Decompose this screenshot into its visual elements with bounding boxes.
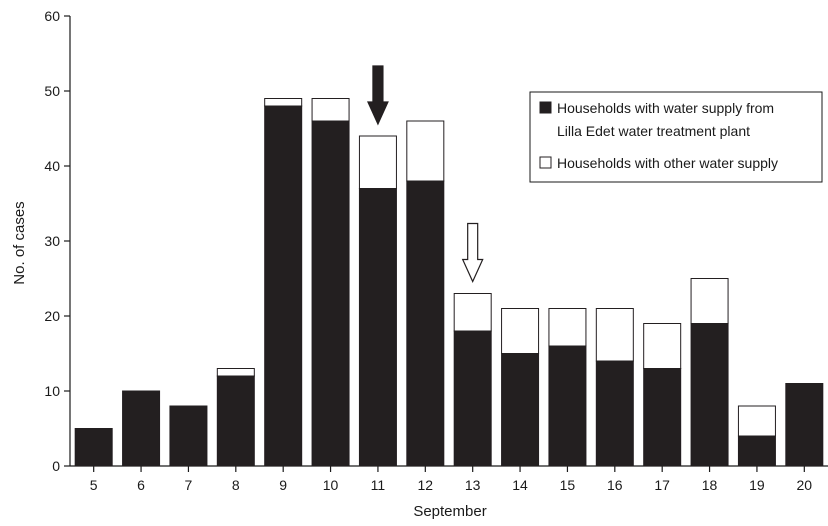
bar-other-supply: [501, 308, 540, 354]
x-tick-label: 18: [702, 477, 718, 493]
y-tick-label: 30: [44, 233, 60, 249]
bar-lilla-edet: [690, 323, 729, 467]
annotations: [367, 65, 484, 283]
bars: [74, 98, 824, 467]
bar-lilla-edet: [643, 368, 682, 467]
y-tick-label: 40: [44, 158, 60, 174]
bar-lilla-edet: [548, 345, 587, 467]
filled-arrow-icon: [367, 65, 389, 126]
x-tick-label: 13: [465, 477, 481, 493]
bar-other-supply: [216, 368, 255, 377]
legend-box: [529, 91, 823, 183]
x-tick-label: 10: [323, 477, 339, 493]
x-tick-label: 15: [560, 477, 576, 493]
bar-lilla-edet: [595, 360, 634, 467]
legend-label-lilla-edet-line1: Households with water supply from: [557, 100, 774, 116]
bar-lilla-edet: [406, 180, 445, 467]
bar-lilla-edet: [358, 188, 397, 467]
y-tick-label: 20: [44, 308, 60, 324]
bar-other-supply: [595, 308, 634, 362]
bar-lilla-edet: [216, 375, 255, 467]
bar-other-supply: [264, 98, 303, 107]
bar-lilla-edet: [122, 390, 161, 467]
x-tick-label: 6: [137, 477, 145, 493]
legend: Households with water supply from Lilla …: [529, 91, 823, 183]
x-axis-label: September: [413, 503, 486, 520]
y-tick-label: 50: [44, 83, 60, 99]
bar-lilla-edet: [169, 405, 208, 467]
bar-lilla-edet: [501, 353, 540, 467]
x-tick-label: 16: [607, 477, 623, 493]
bar-other-supply: [548, 308, 587, 347]
x-tick-label: 12: [418, 477, 434, 493]
x-tick-label: 17: [654, 477, 670, 493]
bar-other-supply: [311, 98, 350, 122]
legend-label-other: Households with other water supply: [557, 155, 778, 171]
bar-lilla-edet: [311, 120, 350, 467]
y-axis-label: No. of cases: [11, 201, 28, 284]
y-tick-label: 10: [44, 383, 60, 399]
bar-lilla-edet: [453, 330, 492, 467]
legend-swatch-other: [539, 156, 552, 169]
x-tick-label: 19: [749, 477, 765, 493]
bar-lilla-edet: [737, 435, 776, 467]
bar-other-supply: [643, 323, 682, 369]
bar-other-supply: [690, 278, 729, 324]
x-tick-label: 14: [512, 477, 528, 493]
x-tick-label: 20: [797, 477, 813, 493]
x-tick-label: 9: [279, 477, 287, 493]
x-tick-label: 5: [90, 477, 98, 493]
y-tick-label: 60: [44, 8, 60, 24]
x-tick-label: 8: [232, 477, 240, 493]
bar-other-supply: [453, 293, 492, 332]
bar-lilla-edet: [74, 428, 113, 467]
y-tick-label: 0: [52, 458, 60, 474]
outline-arrow-icon: [461, 222, 484, 283]
x-axis: 5 6 7 8 9 10 11 12 13 14 15 16 17 18 19 20: [70, 465, 828, 493]
bar-other-supply: [737, 405, 776, 437]
bar-other-supply: [406, 120, 445, 182]
x-tick-label: 11: [371, 477, 386, 493]
y-axis: 0 10 20 30 40 50 60: [44, 8, 71, 474]
x-tick-label: 7: [185, 477, 193, 493]
legend-label-lilla-edet-line2: Lilla Edet water treatment plant: [557, 123, 750, 139]
bar-lilla-edet: [264, 105, 303, 467]
bar-other-supply: [358, 135, 397, 189]
bar-lilla-edet: [785, 383, 824, 467]
legend-swatch-lilla-edet: [539, 101, 552, 114]
